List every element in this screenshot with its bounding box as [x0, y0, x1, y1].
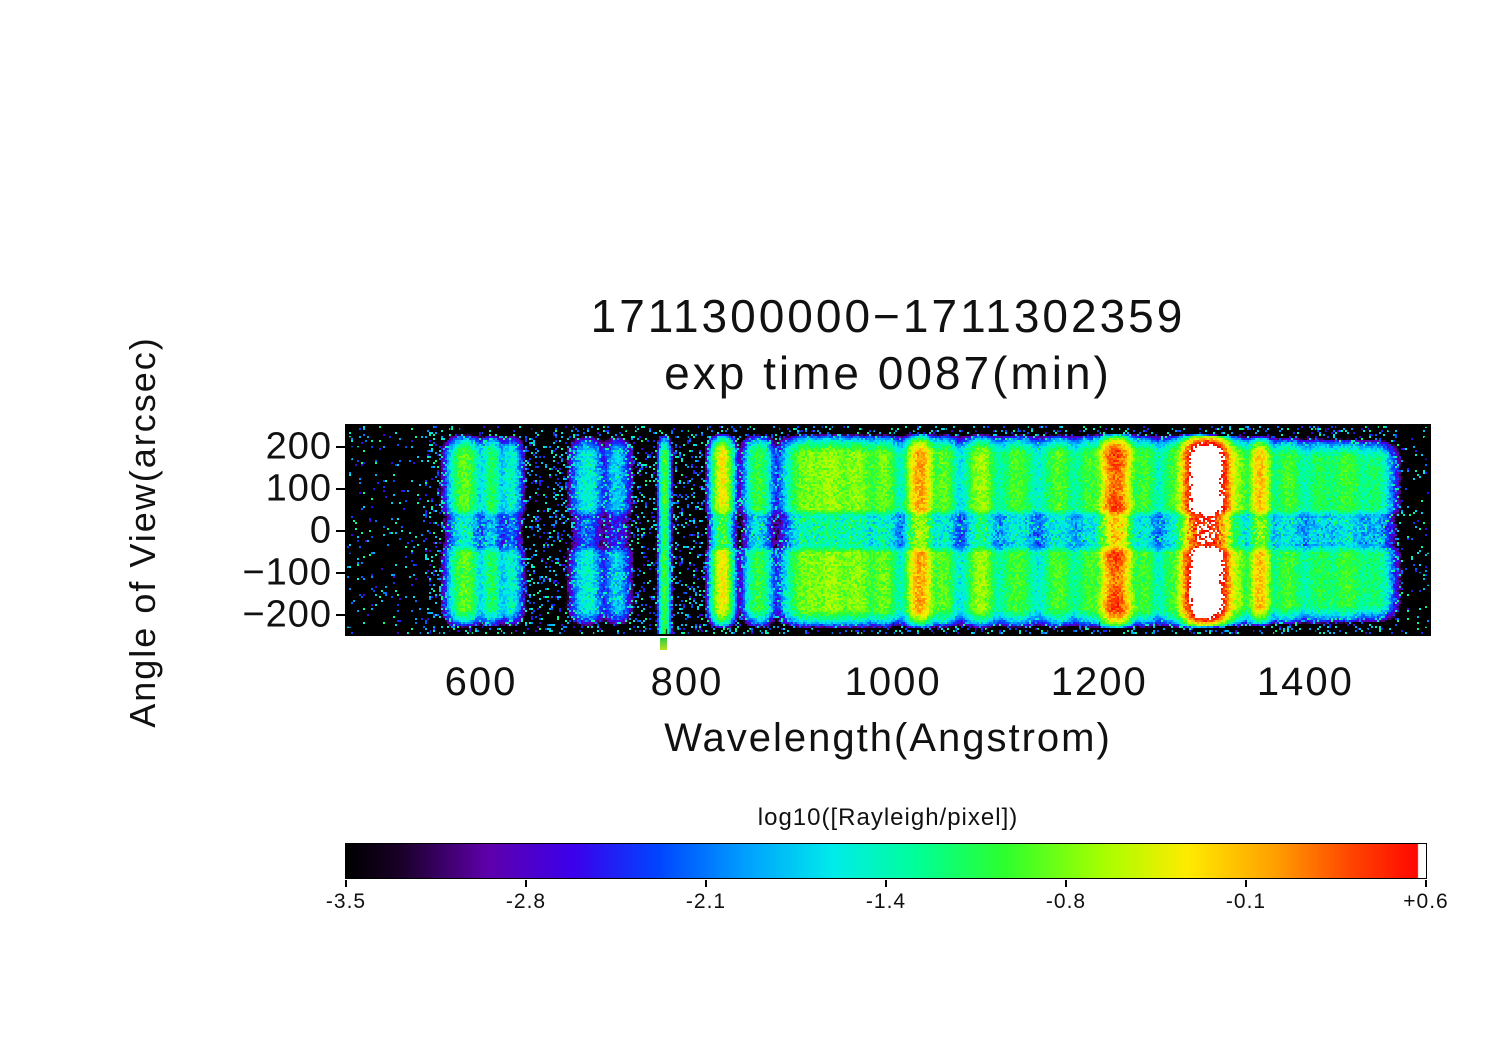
plot-subtitle: exp time 0087(min) — [664, 347, 1112, 399]
colorbar-tick-label: -0.1 — [1225, 890, 1267, 913]
colorbar-tick-label: -2.1 — [685, 890, 727, 913]
y-tick-label: 100 — [265, 467, 332, 510]
y-tick-label: −200 — [242, 593, 332, 636]
colorbar-tick-mark — [1065, 880, 1067, 887]
colorbar-tick-mark — [1425, 880, 1427, 887]
colorbar-tick-label: +0.6 — [1403, 890, 1449, 913]
colorbar-tick-label: -0.8 — [1045, 890, 1087, 913]
colorbar-tick-mark — [705, 880, 707, 887]
x-tick-label: 1000 — [844, 660, 942, 704]
colorbar-tick-mark — [525, 880, 527, 887]
y-tick-mark — [336, 488, 345, 491]
colorbar — [345, 843, 1427, 879]
y-tick-mark — [336, 614, 345, 617]
y-tick-label: 0 — [309, 509, 332, 552]
plot-title: 1711300000−1711302359 — [590, 290, 1186, 342]
x-axis-label: Wavelength(Angstrom) — [664, 716, 1112, 760]
x-tick-label: 1200 — [1050, 660, 1148, 704]
y-tick-label: −100 — [242, 551, 332, 594]
colorbar-tick-label: -3.5 — [325, 890, 367, 913]
colorbar-label: log10([Rayleigh/pixel]) — [757, 804, 1019, 831]
colorbar-tick-label: -2.8 — [505, 890, 547, 913]
colorbar-tick-label: -1.4 — [865, 890, 907, 913]
y-tick-mark — [336, 446, 345, 448]
y-tick-mark — [336, 530, 345, 533]
emission-streak-artifact — [660, 638, 667, 650]
y-tick-label: 200 — [265, 425, 332, 468]
x-tick-label: 800 — [650, 660, 724, 704]
plot-area — [345, 424, 1431, 636]
axes-ticks-overlay — [347, 426, 1429, 634]
x-tick-label: 600 — [444, 660, 518, 704]
y-tick-mark — [336, 572, 345, 575]
colorbar-tick-mark — [345, 880, 347, 887]
colorbar-tick-mark — [1245, 880, 1247, 887]
colorbar-tick-mark — [885, 880, 887, 887]
x-tick-label: 1400 — [1256, 660, 1354, 704]
colorbar-canvas — [346, 844, 1426, 878]
